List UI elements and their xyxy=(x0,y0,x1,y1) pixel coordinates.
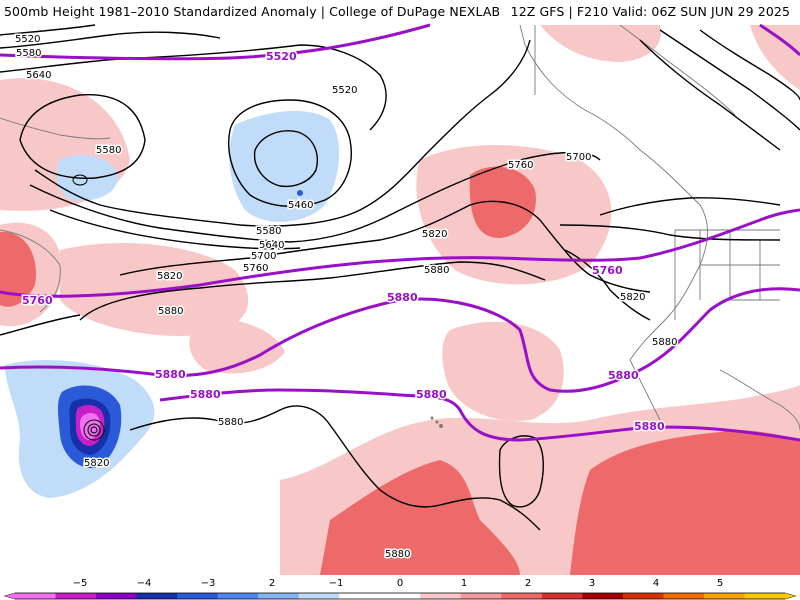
reference-label-5520: 5520 xyxy=(266,50,297,63)
contour-label-5880-east: 5880 xyxy=(652,337,677,348)
colorbar-swatch xyxy=(217,593,259,599)
colorbar-swatch xyxy=(663,593,705,599)
colorbar-tick-label: 2 xyxy=(525,578,531,589)
reference-label-5880-southeast: 5880 xyxy=(634,420,665,433)
colorbar-tick-label: −3 xyxy=(201,578,216,589)
contour-label-5580-lowwest: 5580 xyxy=(96,145,121,156)
contour-label-5700-central: 5700 xyxy=(251,251,276,262)
colorbar-tick-label: −5 xyxy=(73,578,88,589)
contour-label-5520-central: 5520 xyxy=(332,85,357,96)
contour-label-5820-east: 5820 xyxy=(620,292,645,303)
colorbar-tick-label: −1 xyxy=(329,578,344,589)
contour-label-5580-west: 5580 xyxy=(16,48,41,59)
contour-label-5460: 5460 xyxy=(288,200,313,211)
reference-label-5880-north: 5880 xyxy=(387,291,418,304)
colorbar-swatch xyxy=(96,593,138,599)
colorbar-swatch xyxy=(744,593,786,599)
contour-label-5760-central: 5760 xyxy=(243,263,268,274)
reference-label-5760-east: 5760 xyxy=(592,264,623,277)
colorbar-swatch xyxy=(379,593,421,599)
height-contours xyxy=(0,24,800,531)
colorbar-swatch xyxy=(339,593,381,599)
contour-label-5820-west: 5820 xyxy=(157,271,182,282)
contour-label-5880-west: 5880 xyxy=(158,306,183,317)
reference-label-5880-central: 5880 xyxy=(416,388,447,401)
map-title: 500mb Height 1981–2010 Standardized Anom… xyxy=(4,4,501,19)
colorbar-tick-label: 4 xyxy=(653,578,659,589)
low-center-marker xyxy=(297,190,303,196)
colorbar-max-arrow xyxy=(785,593,795,599)
reference-contours xyxy=(0,23,800,442)
negative-anomaly-shading xyxy=(5,110,340,498)
contour-label-5880-south: 5880 xyxy=(218,417,243,428)
colorbar-swatch xyxy=(703,593,745,599)
colorbar-swatch xyxy=(541,593,583,599)
colorbar-tick-label: 0 xyxy=(397,578,403,589)
reference-label-5880-east: 5880 xyxy=(608,369,639,382)
contour-label-5700-east: 5700 xyxy=(566,152,591,163)
colorbar-tick-label: 3 xyxy=(589,578,595,589)
colorbar-tick-label: −4 xyxy=(137,578,152,589)
colorbar-swatch xyxy=(298,593,340,599)
cyclone-center xyxy=(72,174,105,441)
reference-label-5880-south: 5880 xyxy=(190,388,221,401)
colorbar-swatch xyxy=(55,593,97,599)
contour-label-5640-central: 5640 xyxy=(259,240,284,251)
colorbar-swatch xyxy=(258,593,300,599)
positive-anomaly-shading xyxy=(0,25,800,575)
contour-label-5820-central: 5820 xyxy=(422,229,447,240)
colorbar-tick-label: 2 xyxy=(269,578,275,589)
reference-label-5880-west: 5880 xyxy=(155,368,186,381)
contour-label-5760-east: 5760 xyxy=(508,160,533,171)
colorbar-swatch xyxy=(582,593,624,599)
contour-label-5580-central: 5580 xyxy=(256,226,281,237)
coastlines xyxy=(0,24,800,431)
colorbar-tick-label: 1 xyxy=(461,578,467,589)
colorbar-min-arrow xyxy=(5,593,15,599)
contour-label-5520-west: 5520 xyxy=(15,34,40,45)
colorbar-swatch xyxy=(420,593,462,599)
colorbar: −5 −4 −3 2 −1 0 1 2 3 4 5 xyxy=(0,575,800,600)
colorbar-swatch xyxy=(622,593,664,599)
reference-label-5760-west: 5760 xyxy=(22,294,53,307)
contour-label-5640-west: 5640 xyxy=(26,70,51,81)
colorbar-swatch xyxy=(136,593,178,599)
colorbar-tick-label: 5 xyxy=(717,578,723,589)
contour-label-5820-cyclone: 5820 xyxy=(84,458,109,469)
model-valid-time: 12Z GFS | F210 Valid: 06Z SUN JUN 29 202… xyxy=(510,4,790,19)
contour-label-5880-bottom: 5880 xyxy=(385,549,410,560)
contour-label-5880-central: 5880 xyxy=(424,265,449,276)
colorbar-swatch xyxy=(177,593,219,599)
colorbar-swatch xyxy=(501,593,543,599)
colorbar-swatch xyxy=(460,593,502,599)
colorbar-swatch xyxy=(15,593,57,599)
hawaii-islands xyxy=(430,416,443,428)
